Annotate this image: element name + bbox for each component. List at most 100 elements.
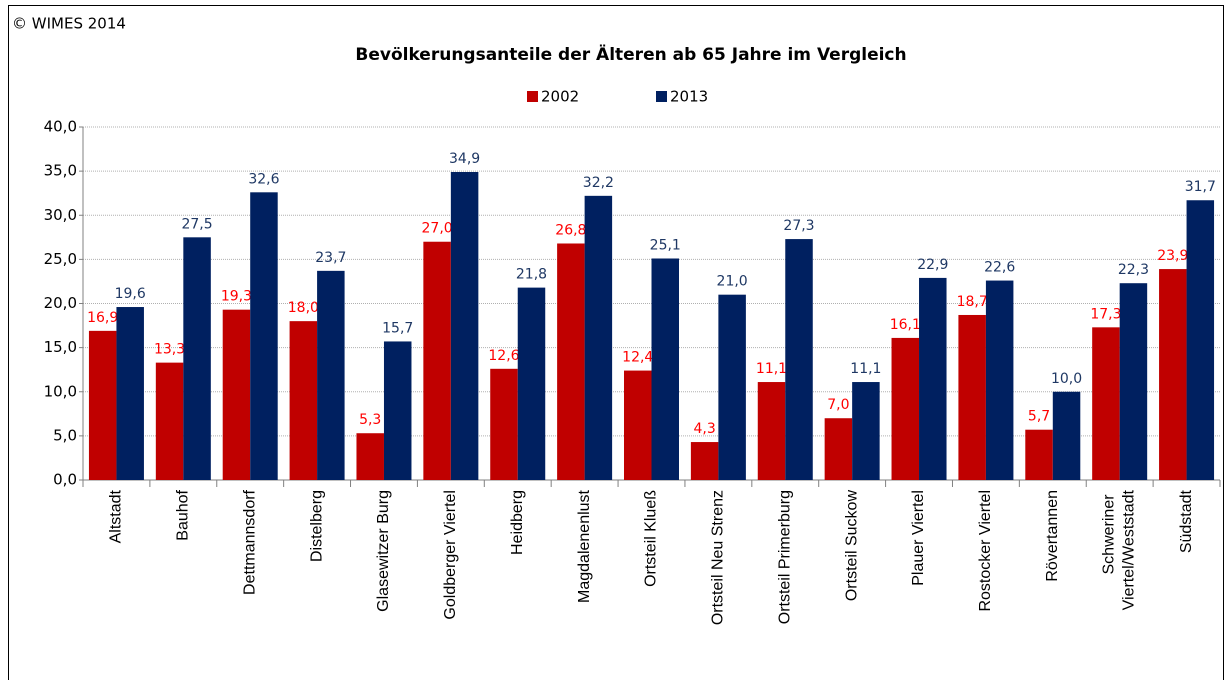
x-tick-label: Ortsteil Klueß bbox=[643, 490, 660, 587]
value-label: 22,9 bbox=[917, 257, 948, 273]
legend-swatch bbox=[527, 91, 538, 102]
x-tick-label: Glasewitzer Burg bbox=[375, 490, 392, 612]
bar bbox=[183, 237, 211, 480]
value-label: 19,3 bbox=[221, 289, 252, 305]
bar bbox=[690, 442, 719, 480]
bar bbox=[356, 433, 384, 480]
y-tick-label: 0,0 bbox=[53, 471, 77, 489]
value-label: 25,1 bbox=[650, 237, 681, 253]
value-label: 12,6 bbox=[488, 348, 519, 364]
bar bbox=[1092, 327, 1120, 480]
value-label: 7,0 bbox=[827, 397, 849, 413]
x-tick-label: Altstadt bbox=[108, 489, 125, 543]
bar bbox=[250, 192, 278, 480]
value-label: 5,3 bbox=[359, 412, 381, 428]
bar bbox=[1119, 283, 1148, 480]
bar bbox=[824, 418, 853, 480]
bar bbox=[785, 239, 813, 480]
value-label: 26,8 bbox=[555, 222, 586, 238]
bar bbox=[651, 258, 679, 480]
bar bbox=[919, 277, 947, 480]
bar bbox=[317, 270, 345, 480]
value-label: 17,3 bbox=[1090, 306, 1121, 322]
bar bbox=[1186, 200, 1215, 480]
x-tick-label: Heidberg bbox=[509, 490, 526, 555]
bar bbox=[757, 382, 786, 480]
x-tick-label: Ortsteil Neu Strenz bbox=[710, 490, 727, 625]
x-tick-label: Rövertannen bbox=[1044, 490, 1061, 582]
legend-swatch bbox=[656, 91, 667, 102]
bar bbox=[1052, 391, 1081, 480]
bar bbox=[1025, 429, 1053, 480]
y-tick-label: 15,0 bbox=[44, 338, 77, 356]
value-label: 22,3 bbox=[1118, 262, 1149, 278]
bar bbox=[624, 370, 652, 480]
x-tick-label: Dettmannsdorf bbox=[241, 489, 258, 594]
bar bbox=[423, 241, 451, 480]
y-tick-label: 30,0 bbox=[44, 206, 77, 224]
value-label: 27,3 bbox=[783, 218, 814, 234]
value-label: 12,4 bbox=[622, 350, 653, 366]
x-tick-label: Schweriner Viertel/Weststadt bbox=[1101, 489, 1138, 610]
value-label: 21,8 bbox=[516, 267, 547, 283]
bar bbox=[891, 337, 920, 480]
value-label: 18,7 bbox=[957, 294, 988, 310]
x-tick-label-line: Schweriner bbox=[1101, 490, 1118, 574]
bar bbox=[985, 280, 1014, 480]
x-tick-label: Distelberg bbox=[308, 490, 325, 562]
value-label: 32,2 bbox=[583, 175, 614, 191]
bar bbox=[584, 195, 613, 480]
value-label: 10,0 bbox=[1051, 371, 1082, 387]
y-tick-label: 35,0 bbox=[44, 162, 77, 180]
value-label: 34,9 bbox=[449, 151, 480, 167]
legend-label: 2002 bbox=[541, 88, 579, 106]
y-tick-label: 10,0 bbox=[44, 382, 77, 400]
value-label: 32,6 bbox=[248, 171, 279, 187]
value-label: 23,9 bbox=[1157, 248, 1188, 264]
bar bbox=[517, 287, 546, 480]
bar bbox=[718, 294, 746, 480]
x-tick-label: Magdalenenlust bbox=[576, 489, 593, 603]
value-label: 4,3 bbox=[693, 421, 715, 437]
value-label: 22,6 bbox=[984, 260, 1015, 276]
bar bbox=[222, 309, 251, 480]
x-tick-label: Ortsteil Suckow bbox=[843, 490, 860, 602]
value-label: 23,7 bbox=[315, 250, 346, 266]
value-label: 11,1 bbox=[850, 361, 881, 377]
bar bbox=[289, 321, 318, 480]
value-label: 21,0 bbox=[717, 274, 748, 290]
value-label: 27,5 bbox=[181, 216, 212, 232]
legend-label: 2013 bbox=[670, 88, 708, 106]
bar bbox=[1159, 269, 1187, 480]
bar bbox=[557, 243, 585, 480]
y-tick-label: 5,0 bbox=[53, 426, 77, 444]
y-tick-label: 25,0 bbox=[44, 250, 77, 268]
x-tick-label: Südstadt bbox=[1178, 489, 1195, 553]
x-tick-label: Plauer Viertel bbox=[910, 490, 927, 586]
chart-title: Bevölkerungsanteile der Älteren ab 65 Ja… bbox=[355, 43, 906, 65]
x-tick-label: Goldberger Viertel bbox=[442, 490, 459, 620]
copyright: © WIMES 2014 bbox=[12, 15, 126, 33]
x-tick-label: Ortsteil Primerburg bbox=[776, 490, 793, 624]
x-tick-label: Bauhof bbox=[175, 489, 192, 540]
value-label: 13,3 bbox=[154, 342, 185, 358]
value-label: 16,9 bbox=[87, 310, 118, 326]
value-label: 18,0 bbox=[288, 300, 319, 316]
bar bbox=[958, 314, 986, 480]
bar bbox=[490, 368, 518, 480]
x-tick-label-line: Viertel/Weststadt bbox=[1121, 489, 1138, 610]
x-tick-label: Rostocker Viertel bbox=[977, 490, 994, 612]
bar bbox=[88, 330, 117, 480]
value-label: 5,7 bbox=[1028, 409, 1050, 425]
chart-border bbox=[8, 5, 1224, 680]
value-label: 11,1 bbox=[756, 361, 787, 377]
y-tick-label: 20,0 bbox=[44, 294, 77, 312]
bar bbox=[155, 362, 184, 480]
y-tick-label: 40,0 bbox=[44, 118, 77, 136]
value-label: 15,7 bbox=[382, 320, 413, 336]
bar bbox=[450, 172, 479, 480]
value-label: 27,0 bbox=[422, 221, 453, 237]
bar bbox=[116, 307, 144, 480]
bar bbox=[383, 341, 412, 480]
